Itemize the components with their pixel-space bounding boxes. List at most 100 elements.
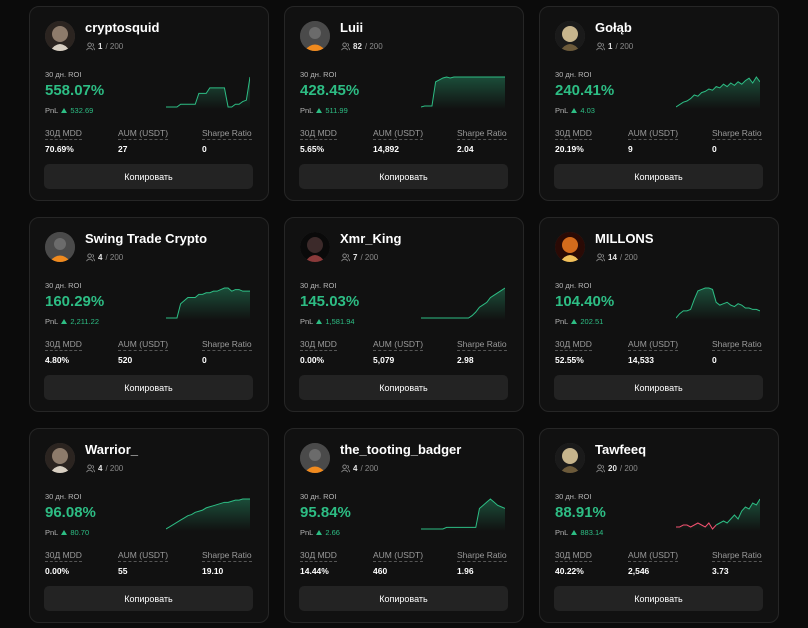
roi-value: 88.91% [555,504,606,521]
trader-name[interactable]: Luii [340,20,364,35]
copy-button[interactable]: Копировать [44,586,253,611]
mdd-label[interactable]: 30Д MDD [555,128,592,140]
avatar[interactable] [555,443,585,473]
sharpe-label[interactable]: Sharpe Ratio [712,128,762,140]
trader-name[interactable]: Tawfeeq [595,442,647,457]
trader-card[interactable]: Tawfeeq 20 / 200 30 дн. ROI 88.91% PnL 8… [539,428,779,623]
sparkline-area [166,77,250,109]
mdd-label[interactable]: 30Д MDD [45,550,82,562]
sharpe-label[interactable]: Sharpe Ratio [457,128,507,140]
trader-name[interactable]: Xmr_King [340,231,402,246]
users-icon [86,464,95,473]
roi-sparkline [421,498,505,531]
sharpe-label[interactable]: Sharpe Ratio [202,339,252,351]
aum-value: 14,533 [628,355,654,365]
pnl-value: 532.69 [70,106,94,115]
sharpe-label[interactable]: Sharpe Ratio [712,550,762,562]
sharpe-label[interactable]: Sharpe Ratio [202,550,252,562]
sharpe-value: 19.10 [202,566,224,576]
mdd-label[interactable]: 30Д MDD [45,339,82,351]
trader-name[interactable]: the_tooting_badger [340,442,462,457]
sharpe-stat: Sharpe Ratio 0 [712,128,762,154]
copy-button[interactable]: Копировать [554,586,763,611]
aum-stat: AUM (USDT) 27 [118,128,169,154]
copy-button[interactable]: Копировать [554,164,763,189]
mdd-label[interactable]: 30Д MDD [300,339,337,351]
pnl-value: 511.99 [325,106,348,115]
avatar[interactable] [300,232,330,262]
avatar[interactable] [300,21,330,51]
users-icon [596,253,605,262]
avatar[interactable] [555,21,585,51]
pnl: PnL 202.51 [555,317,603,326]
aum-label[interactable]: AUM (USDT) [373,550,424,562]
roi-value: 96.08% [45,504,96,521]
roi-value: 145.03% [300,293,360,310]
aum-label[interactable]: AUM (USDT) [628,339,679,351]
followers-count: 7 / 200 [341,253,378,262]
up-triangle-icon [61,530,68,535]
up-triangle-icon [316,319,323,324]
aum-label[interactable]: AUM (USDT) [628,128,679,140]
sparkline-line [715,498,760,526]
copy-button[interactable]: Копировать [44,164,253,189]
mdd-value: 0.00% [300,355,325,365]
trader-name[interactable]: Warrior_ [85,442,138,457]
mdd-value: 5.65% [300,144,325,154]
sharpe-label[interactable]: Sharpe Ratio [457,550,507,562]
trader-name[interactable]: Swing Trade Crypto [85,231,208,246]
pnl: PnL 1,581.94 [300,317,355,326]
pnl: PnL 532.69 [45,106,93,115]
sharpe-label[interactable]: Sharpe Ratio [457,339,507,351]
avatar[interactable] [300,443,330,473]
sparkline-line [166,498,250,530]
mdd-label[interactable]: 30Д MDD [555,550,592,562]
aum-label[interactable]: AUM (USDT) [118,550,169,562]
aum-label[interactable]: AUM (USDT) [628,550,679,562]
trader-card[interactable]: Warrior_ 4 / 200 30 дн. ROI 96.08% PnL 8… [29,428,269,623]
roi-sparkline [676,498,760,531]
aum-stat: AUM (USDT) 520 [118,339,169,365]
sharpe-label[interactable]: Sharpe Ratio [202,128,252,140]
trader-card[interactable]: Luii 82 / 200 30 дн. ROI 428.45% PnL 511… [284,6,524,201]
copy-button[interactable]: Копировать [44,375,253,400]
trader-name[interactable]: MILLONS [595,231,654,246]
copy-button[interactable]: Копировать [299,586,508,611]
mdd-label[interactable]: 30Д MDD [555,339,592,351]
sharpe-value: 1.96 [457,566,474,576]
trader-name[interactable]: Gołąb [595,20,632,35]
copy-button[interactable]: Копировать [299,375,508,400]
trader-card[interactable]: cryptosquid 1 / 200 30 дн. ROI 558.07% P… [29,6,269,201]
roi-sparkline [166,76,250,109]
roi-label: 30 дн. ROI [45,281,82,290]
mdd-label[interactable]: 30Д MDD [45,128,82,140]
roi-value: 104.40% [555,293,615,310]
aum-label[interactable]: AUM (USDT) [373,339,424,351]
followers-current: 1 [608,42,613,51]
aum-label[interactable]: AUM (USDT) [118,128,169,140]
trader-card[interactable]: Xmr_King 7 / 200 30 дн. ROI 145.03% PnL … [284,217,524,412]
avatar[interactable] [45,443,75,473]
copy-button[interactable]: Копировать [299,164,508,189]
avatar[interactable] [45,21,75,51]
aum-label[interactable]: AUM (USDT) [118,339,169,351]
up-triangle-icon [571,108,578,113]
trader-card[interactable]: the_tooting_badger 4 / 200 30 дн. ROI 95… [284,428,524,623]
pnl-label: PnL [300,106,314,115]
avatar[interactable] [45,232,75,262]
mdd-label[interactable]: 30Д MDD [300,128,337,140]
trader-card[interactable]: MILLONS 14 / 200 30 дн. ROI 104.40% PnL … [539,217,779,412]
pnl-label: PnL [555,106,569,115]
trader-card[interactable]: Swing Trade Crypto 4 / 200 30 дн. ROI 16… [29,217,269,412]
pnl: PnL 2,211.22 [45,317,99,326]
aum-value: 5,079 [373,355,395,365]
default-avatar-icon [300,21,330,51]
avatar[interactable] [555,232,585,262]
roi-sparkline [421,76,505,109]
trader-name[interactable]: cryptosquid [85,20,160,35]
mdd-label[interactable]: 30Д MDD [300,550,337,562]
copy-button[interactable]: Копировать [554,375,763,400]
sharpe-label[interactable]: Sharpe Ratio [712,339,762,351]
aum-label[interactable]: AUM (USDT) [373,128,424,140]
trader-card[interactable]: Gołąb 1 / 200 30 дн. ROI 240.41% PnL 4.0… [539,6,779,201]
